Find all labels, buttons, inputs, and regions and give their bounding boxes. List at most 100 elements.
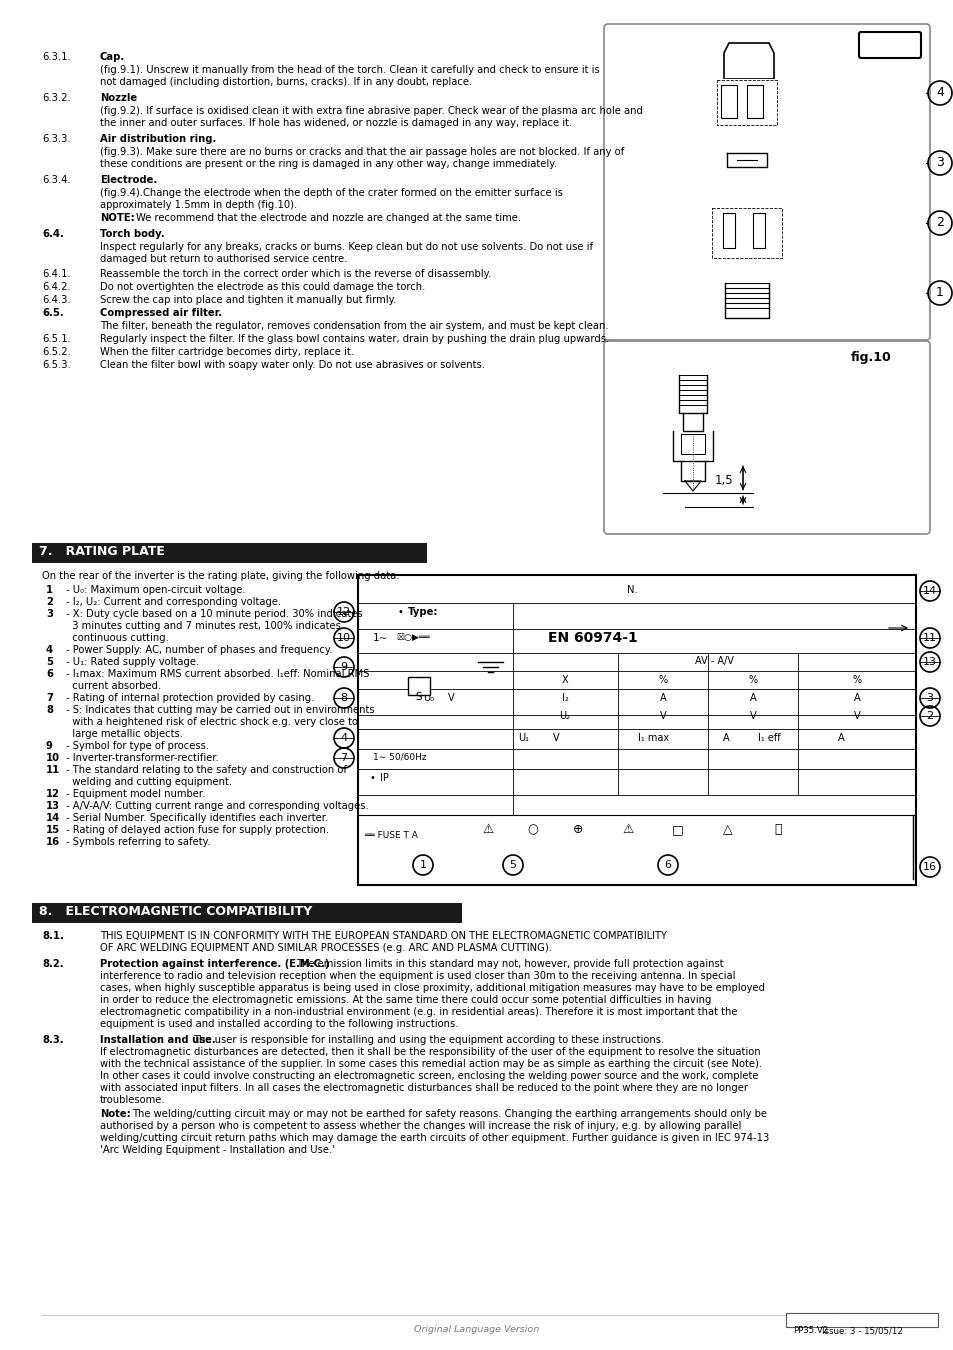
Text: - Rating of internal protection provided by casing.: - Rating of internal protection provided… [66, 693, 314, 703]
Text: 1: 1 [935, 286, 943, 300]
Text: 11: 11 [923, 633, 936, 643]
Text: Original Language Version: Original Language Version [414, 1324, 539, 1334]
Text: electromagnetic compatibility in a non-industrial environment (e.g. in residenti: electromagnetic compatibility in a non-i… [100, 1007, 737, 1017]
Text: The filter, beneath the regulator, removes condensation from the air system, and: The filter, beneath the regulator, remov… [100, 321, 608, 331]
Text: △: △ [722, 824, 732, 836]
Text: ○: ○ [527, 824, 537, 836]
Text: 2: 2 [46, 597, 52, 608]
Text: 14: 14 [46, 813, 60, 823]
Text: - Rating of delayed action fuse for supply protection.: - Rating of delayed action fuse for supp… [66, 825, 329, 836]
Text: The emission limits in this standard may not, however, provide full protection a: The emission limits in this standard may… [295, 958, 723, 969]
Text: - Symbol for type of process.: - Symbol for type of process. [66, 741, 209, 751]
Text: Type:: Type: [408, 608, 438, 617]
Text: 6.3.3.: 6.3.3. [42, 134, 71, 144]
Text: 6.5.1.: 6.5.1. [42, 333, 71, 344]
Text: U₂: U₂ [558, 711, 570, 721]
Text: welding/cutting circuit return paths which may damage the earth circuits of othe: welding/cutting circuit return paths whi… [100, 1133, 768, 1143]
Text: %: % [852, 675, 861, 684]
Text: 6.3.1.: 6.3.1. [42, 53, 71, 62]
Text: 11: 11 [46, 765, 60, 775]
Text: - Serial Number. Specifically identifies each inverter.: - Serial Number. Specifically identifies… [66, 813, 328, 823]
Text: ⊕: ⊕ [572, 824, 582, 836]
Text: 1∼: 1∼ [373, 633, 388, 643]
Text: 14: 14 [922, 586, 936, 595]
Text: If electromagnetic disturbances are detected, then it shall be the responsibilit: If electromagnetic disturbances are dete… [100, 1048, 760, 1057]
Text: A: A [722, 733, 729, 743]
Text: 8.2.: 8.2. [42, 958, 64, 969]
FancyBboxPatch shape [603, 24, 929, 340]
Text: the inner and outer surfaces. If hole has widened, or nozzle is damaged in any w: the inner and outer surfaces. If hole ha… [100, 117, 572, 128]
Text: Torch body.: Torch body. [100, 230, 165, 239]
Text: - I₂, U₂: Current and corresponding voltage.: - I₂, U₂: Current and corresponding volt… [66, 597, 281, 608]
Text: - Symbols referring to safety.: - Symbols referring to safety. [66, 837, 211, 846]
Text: U₀: U₀ [422, 693, 434, 703]
Text: ☒○▶══: ☒○▶══ [395, 633, 429, 643]
Text: •: • [397, 608, 403, 617]
Text: A: A [837, 733, 843, 743]
Text: U₁: U₁ [517, 733, 529, 743]
Bar [408, 676, 430, 695]
Text: V: V [853, 711, 860, 721]
Text: 'Arc Welding Equipment - Installation and Use.': 'Arc Welding Equipment - Installation an… [100, 1145, 335, 1156]
Text: not damaged (including distortion, burns, cracks). If in any doubt, replace.: not damaged (including distortion, burns… [100, 77, 472, 86]
Text: ⚠: ⚠ [621, 824, 633, 836]
Bar [357, 575, 915, 886]
Text: 16: 16 [923, 863, 936, 872]
Text: troublesome.: troublesome. [100, 1095, 166, 1106]
Text: 8: 8 [340, 693, 347, 703]
Text: I₂: I₂ [561, 693, 568, 703]
Text: Inspect regularly for any breaks, cracks or burns. Keep clean but do not use sol: Inspect regularly for any breaks, cracks… [100, 242, 593, 252]
Text: V: V [749, 711, 756, 721]
Text: 9: 9 [340, 662, 347, 672]
Text: 8.3.: 8.3. [42, 1035, 64, 1045]
Text: Protection against interference. (E.M.C.): Protection against interference. (E.M.C.… [100, 958, 329, 969]
Text: 1,5: 1,5 [714, 474, 733, 487]
Text: The welding/cutting circuit may or may not be earthed for safety reasons. Changi: The welding/cutting circuit may or may n… [132, 1108, 766, 1119]
Text: ⎕: ⎕ [774, 824, 781, 836]
Text: %: % [748, 675, 757, 684]
Text: 1: 1 [419, 860, 426, 869]
Text: 2: 2 [935, 216, 943, 230]
Text: authorised by a person who is competent to assess whether the changes will incre: authorised by a person who is competent … [100, 1120, 740, 1131]
Text: - A/V-A/V: Cutting current range and corresponding voltages.: - A/V-A/V: Cutting current range and cor… [66, 801, 369, 811]
Text: 4: 4 [46, 645, 53, 655]
Text: 6.4.3.: 6.4.3. [42, 296, 71, 305]
Text: □: □ [672, 824, 683, 836]
Text: 10: 10 [46, 753, 60, 763]
Text: - Power Supply: AC, number of phases and frequency.: - Power Supply: AC, number of phases and… [66, 645, 333, 655]
Text: 2: 2 [925, 711, 933, 721]
Text: - S: Indicates that cutting may be carried out in environments: - S: Indicates that cutting may be carri… [66, 705, 375, 716]
Text: Regularly inspect the filter. If the glass bowl contains water, drain by pushing: Regularly inspect the filter. If the gla… [100, 333, 609, 344]
Text: - The standard relating to the safety and construction of: - The standard relating to the safety an… [66, 765, 347, 775]
Text: continuous cutting.: continuous cutting. [66, 633, 169, 643]
Text: 6: 6 [46, 670, 53, 679]
Text: 16: 16 [46, 837, 60, 846]
Text: A: A [659, 693, 665, 703]
Text: fig.9: fig.9 [873, 34, 905, 47]
Text: A: A [749, 693, 756, 703]
Text: 4: 4 [340, 733, 347, 743]
Text: welding and cutting equipment.: welding and cutting equipment. [66, 778, 232, 787]
Text: 3: 3 [46, 609, 52, 620]
Text: Electrode.: Electrode. [100, 176, 157, 185]
Text: with a heightened risk of electric shock e.g. very close to: with a heightened risk of electric shock… [66, 717, 357, 728]
Text: 8.1.: 8.1. [42, 931, 64, 941]
Text: Screw the cap into place and tighten it manually but firmly.: Screw the cap into place and tighten it … [100, 296, 395, 305]
Text: 13: 13 [46, 801, 60, 811]
Bar [32, 903, 461, 923]
Text: I₁ max: I₁ max [638, 733, 668, 743]
Text: 5: 5 [46, 657, 53, 667]
Text: with the technical assistance of the supplier. In some cases this remedial actio: with the technical assistance of the sup… [100, 1058, 761, 1069]
Text: V: V [448, 693, 455, 703]
Text: Reassemble the torch in the correct order which is the reverse of disassembly.: Reassemble the torch in the correct orde… [100, 269, 491, 279]
Text: 1: 1 [46, 585, 53, 595]
Text: - Inverter-transformer-rectifier.: - Inverter-transformer-rectifier. [66, 753, 218, 763]
Text: Issue: 3 - 15/05/12: Issue: 3 - 15/05/12 [821, 1326, 902, 1335]
Text: On the rear of the inverter is the rating plate, giving the following data:: On the rear of the inverter is the ratin… [42, 571, 399, 580]
Text: In other cases it could involve constructing an electromagnetic screen, enclosin: In other cases it could involve construc… [100, 1071, 758, 1081]
Text: equipment is used and installed according to the following instructions.: equipment is used and installed accordin… [100, 1019, 458, 1029]
Text: 6.5.: 6.5. [42, 308, 64, 319]
Text: current absorbed.: current absorbed. [66, 680, 161, 691]
Text: 6.5.2.: 6.5.2. [42, 347, 71, 356]
Text: cases, when highly susceptible apparatus is being used in close proximity, addit: cases, when highly susceptible apparatus… [100, 983, 764, 994]
